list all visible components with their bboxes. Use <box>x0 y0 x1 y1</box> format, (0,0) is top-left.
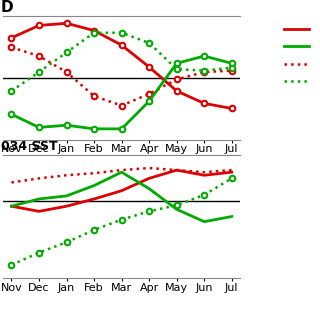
Legend: , , , : , , , <box>284 23 309 89</box>
Text: 034 SST: 034 SST <box>1 140 58 153</box>
Text: D: D <box>1 0 13 15</box>
